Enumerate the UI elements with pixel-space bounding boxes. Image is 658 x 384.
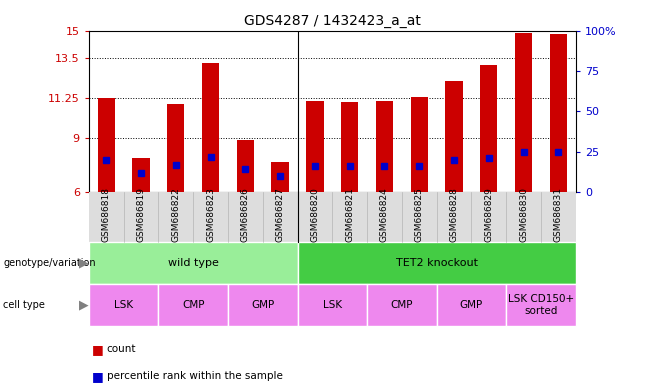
Text: GSM686825: GSM686825 (415, 187, 424, 242)
Text: LSK CD150+
sorted: LSK CD150+ sorted (508, 295, 574, 316)
Bar (411, 97, 428, 192)
Bar (376, 101, 393, 192)
Text: GSM686818: GSM686818 (102, 187, 111, 242)
Text: CMP: CMP (391, 300, 413, 310)
Bar (480, 65, 497, 192)
Text: GSM686819: GSM686819 (136, 187, 145, 242)
Text: ■: ■ (92, 370, 104, 383)
Text: ▶: ▶ (79, 299, 88, 312)
Text: GMP: GMP (251, 300, 274, 310)
Text: GSM686831: GSM686831 (554, 187, 563, 242)
Bar (202, 63, 219, 192)
Text: GSM686830: GSM686830 (519, 187, 528, 242)
Bar (132, 158, 149, 192)
Text: count: count (107, 344, 136, 354)
Text: percentile rank within the sample: percentile rank within the sample (107, 371, 282, 381)
Text: GMP: GMP (460, 300, 483, 310)
Title: GDS4287 / 1432423_a_at: GDS4287 / 1432423_a_at (244, 14, 420, 28)
Text: genotype/variation: genotype/variation (3, 258, 96, 268)
Text: GSM686821: GSM686821 (345, 187, 354, 242)
Text: CMP: CMP (182, 300, 205, 310)
Bar (341, 103, 359, 192)
Bar (237, 140, 254, 192)
Bar (167, 104, 184, 192)
Text: GSM686823: GSM686823 (206, 187, 215, 242)
Text: GSM686828: GSM686828 (449, 187, 459, 242)
Bar (445, 81, 463, 192)
Bar (306, 101, 324, 192)
Text: TET2 knockout: TET2 knockout (395, 258, 478, 268)
Text: GSM686826: GSM686826 (241, 187, 250, 242)
Text: LSK: LSK (114, 300, 133, 310)
Text: wild type: wild type (168, 258, 218, 268)
Bar (549, 34, 567, 192)
Text: LSK: LSK (322, 300, 342, 310)
Text: GSM686829: GSM686829 (484, 187, 494, 242)
Bar (515, 33, 532, 192)
Text: cell type: cell type (3, 300, 45, 310)
Text: GSM686820: GSM686820 (311, 187, 319, 242)
Text: GSM686822: GSM686822 (171, 187, 180, 242)
Text: ■: ■ (92, 343, 104, 356)
Text: ▶: ▶ (79, 257, 88, 270)
Bar (97, 98, 115, 192)
Bar (271, 162, 289, 192)
Text: GSM686824: GSM686824 (380, 187, 389, 242)
Text: GSM686827: GSM686827 (276, 187, 285, 242)
